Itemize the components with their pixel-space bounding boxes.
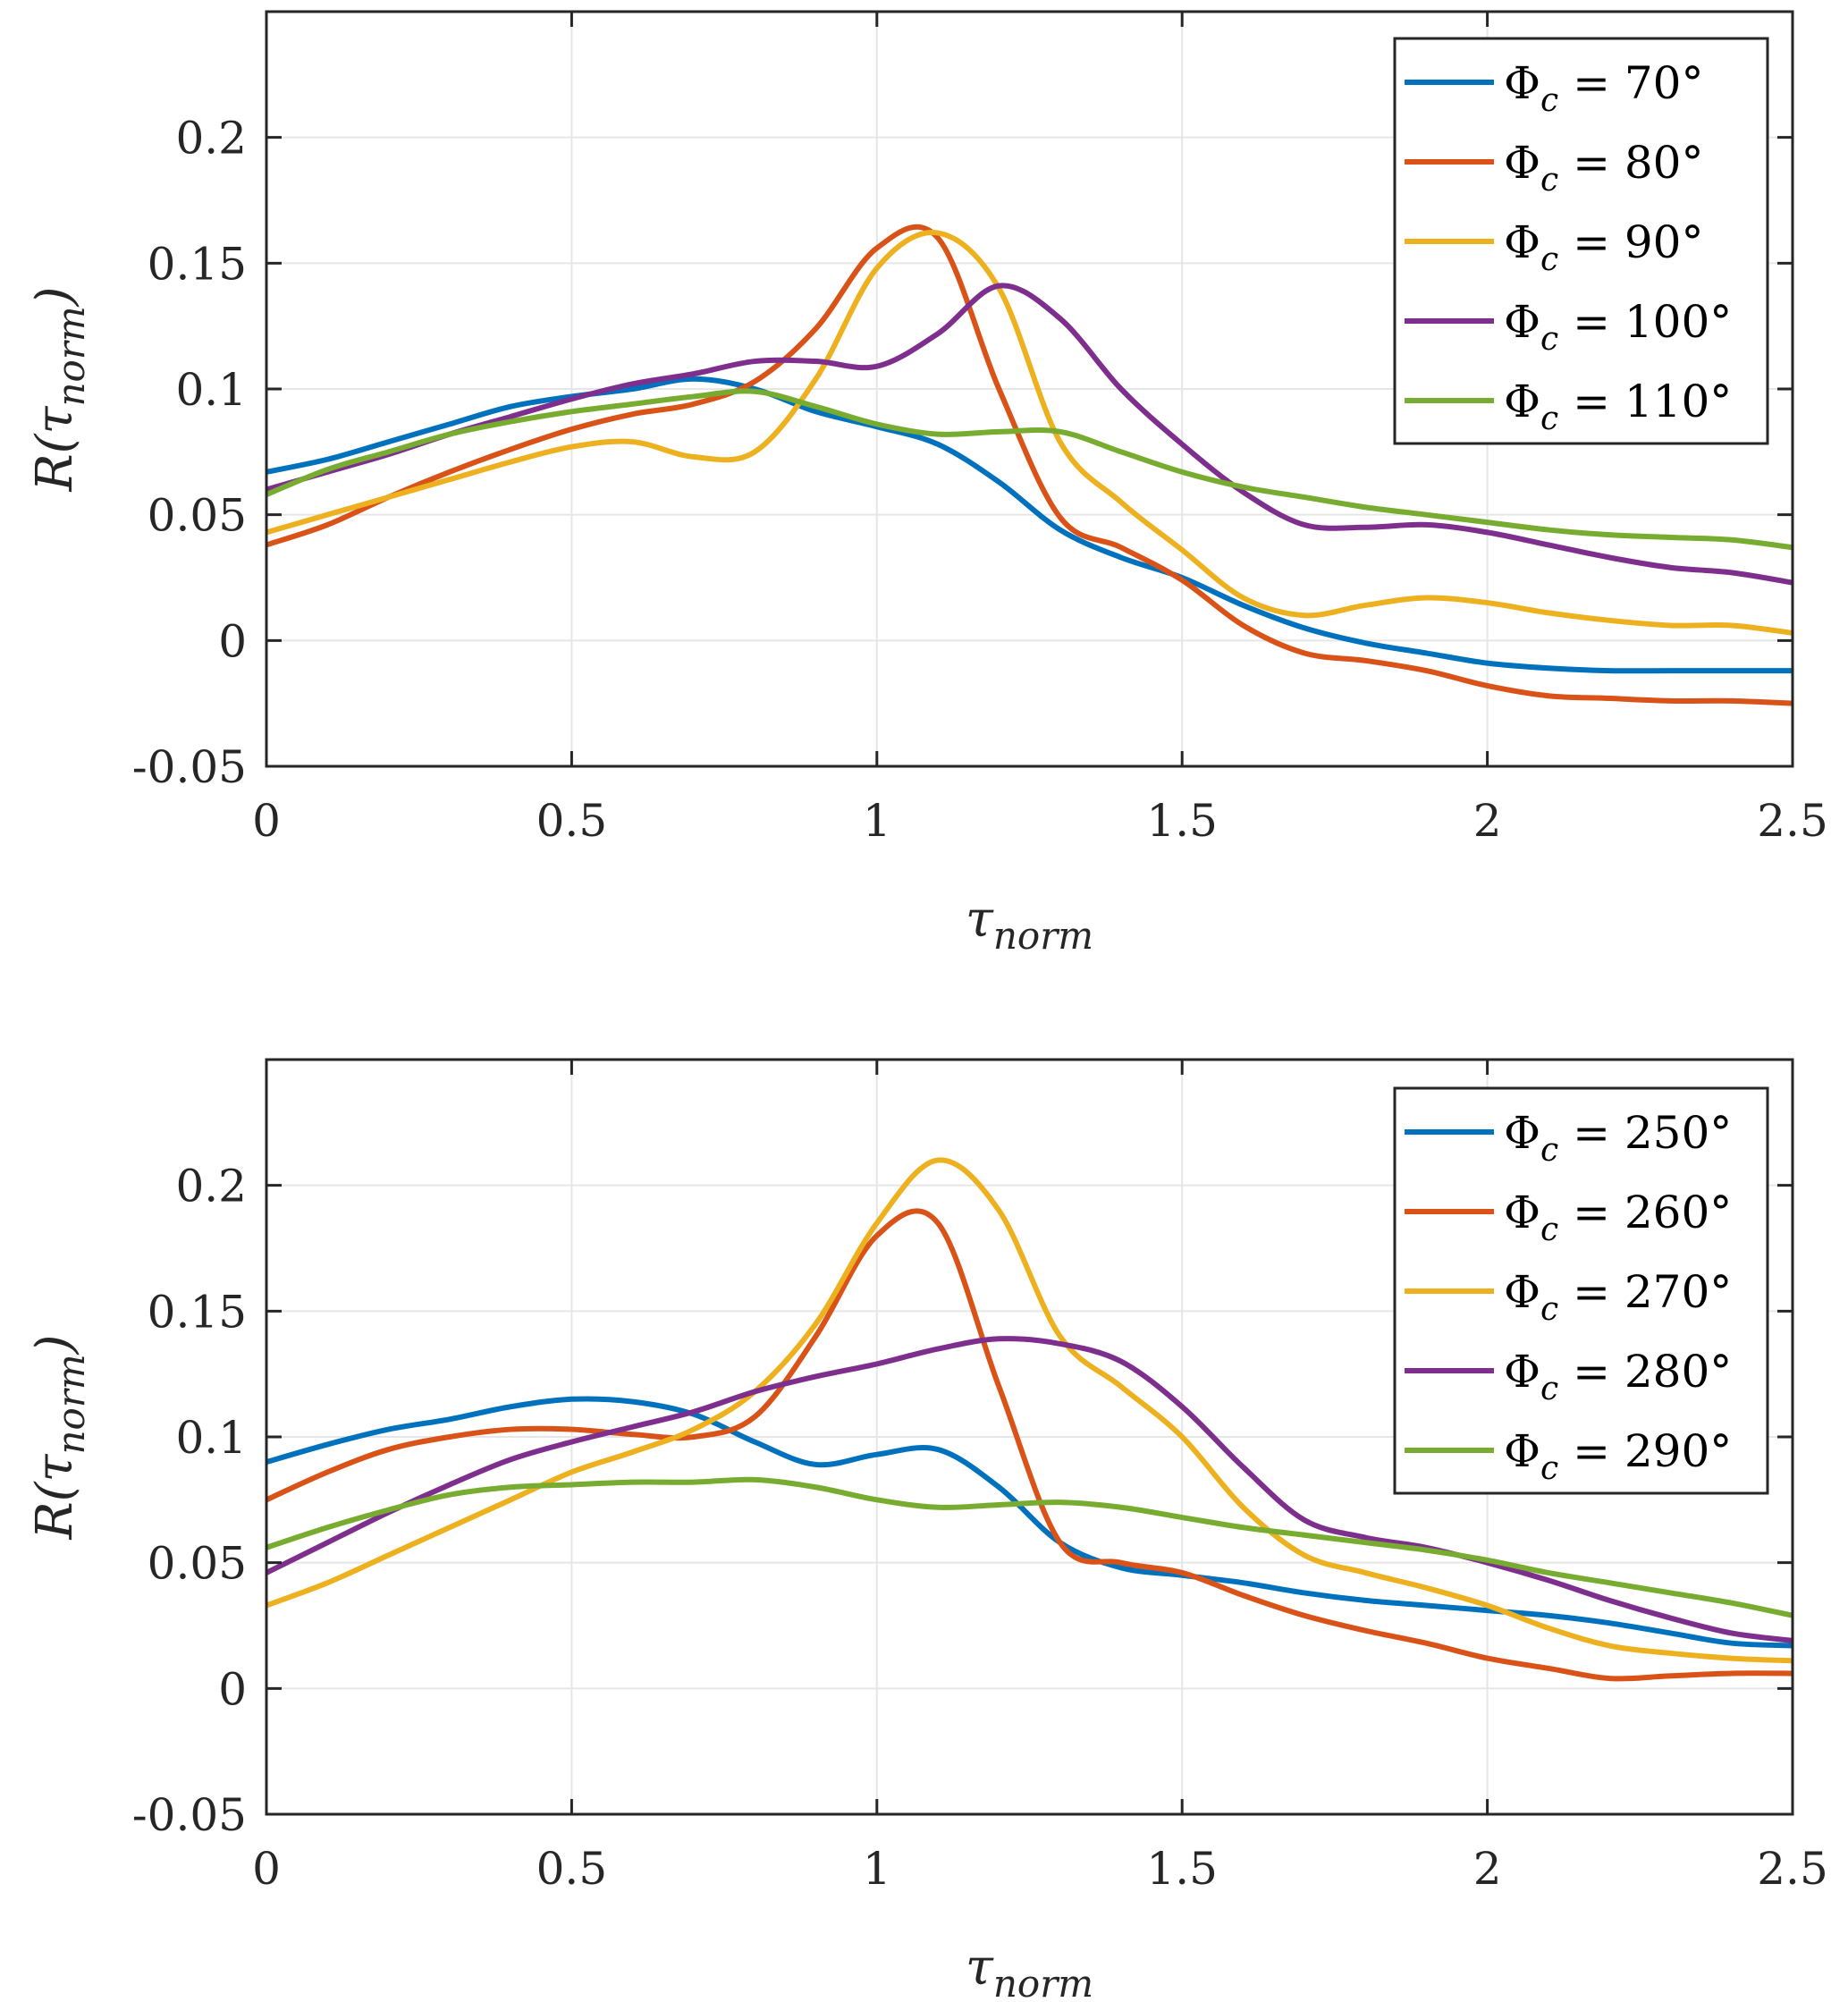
legend-label: Φc = 70° (1504, 57, 1703, 119)
y-tick-label: -0.05 (132, 741, 247, 793)
x-tick-label: 2.5 (1757, 1843, 1828, 1895)
legend-label: Φc = 90° (1504, 216, 1703, 278)
legend-item-3: Φc = 90° (1405, 216, 1703, 278)
y-tick-label: 0 (218, 1663, 247, 1715)
series-line-2 (265, 1208, 1793, 1682)
x-tick-label: 2 (1473, 1843, 1502, 1895)
series-line-5 (266, 1476, 1793, 1618)
legend-item-1: Φc = 70° (1405, 57, 1703, 119)
x-axis-label: τnorm (966, 891, 1093, 958)
y-tick-label: 0.2 (175, 113, 247, 165)
x-tick-label: 2.5 (1757, 795, 1828, 847)
series-line-5 (265, 388, 1793, 551)
legend-label: Φc = 250° (1504, 1107, 1732, 1169)
legend-item-4: Φc = 100° (1405, 296, 1732, 358)
legend-label: Φc = 80° (1504, 137, 1703, 199)
legend-label: Φc = 110° (1504, 376, 1732, 437)
y-tick-label: 0.2 (175, 1161, 247, 1212)
y-axis-label: R(τnorm) (26, 1334, 93, 1540)
legend-item-1: Φc = 250° (1405, 1107, 1732, 1169)
chart-panel-2: 0 0.5 1 1.5 2 2.5-0.0500.050.10.150.2τnormR(τ… (26, 1058, 1828, 2002)
y-tick-label: -0.05 (132, 1789, 247, 1841)
y-axis-label: R(τnorm) (26, 286, 93, 492)
series-line-4 (265, 1336, 1793, 1643)
legend-label: Φc = 270° (1504, 1266, 1732, 1328)
legend-label: Φc = 100° (1504, 296, 1732, 358)
y-tick-label: 0.1 (175, 1412, 247, 1464)
x-tick-label: 0 (252, 795, 281, 847)
y-tick-label: 0.05 (148, 490, 247, 542)
legend-box (1393, 1086, 1769, 1495)
x-tick-label: 0.5 (536, 1843, 608, 1895)
legend: Φc = 70° Φc = 80° Φc = 90° Φc = 100° Φc = 11… (1393, 37, 1769, 445)
legend-item-2: Φc = 80° (1405, 137, 1703, 199)
series-line-4 (266, 283, 1793, 586)
x-tick-label: 2 (1473, 795, 1502, 847)
series-line-3 (266, 230, 1793, 636)
x-tick-label: 0.5 (536, 795, 608, 847)
x-tick-label: 1 (863, 795, 891, 847)
y-tick-label: 0.1 (175, 364, 247, 416)
legend-item-5: Φc = 290° (1405, 1425, 1732, 1487)
y-tick-label: 0 (218, 615, 247, 667)
x-tick-label: 0 (252, 1843, 281, 1895)
legend-label: Φc = 290° (1504, 1425, 1732, 1487)
series-line-1 (266, 1396, 1793, 1649)
legend-item-3: Φc = 270° (1405, 1266, 1732, 1328)
x-tick-label: 1.5 (1146, 795, 1218, 847)
y-tick-label: 0.15 (148, 1286, 247, 1338)
legend-item-5: Φc = 110° (1405, 376, 1732, 437)
y-tick-label: 0.15 (148, 238, 247, 290)
y-tick-label: 0.05 (148, 1538, 247, 1590)
series-line-1 (266, 376, 1793, 674)
legend-item-4: Φc = 280° (1405, 1346, 1732, 1407)
legend-label: Φc = 280° (1504, 1346, 1732, 1407)
series-line-2 (266, 224, 1793, 706)
chart-panel-1: 0 0.5 1 1.5 2 2.5-0.0500.050.10.150.2τnormR(τ… (26, 10, 1828, 958)
legend: Φc = 250° Φc = 260° Φc = 270° Φc = 280° Φc =… (1393, 1086, 1769, 1495)
legend-item-2: Φc = 260° (1405, 1187, 1732, 1248)
x-tick-label: 1.5 (1146, 1843, 1218, 1895)
legend-label: Φc = 260° (1504, 1187, 1732, 1248)
x-tick-label: 1 (863, 1843, 891, 1895)
x-axis-label: τnorm (966, 1939, 1093, 2002)
